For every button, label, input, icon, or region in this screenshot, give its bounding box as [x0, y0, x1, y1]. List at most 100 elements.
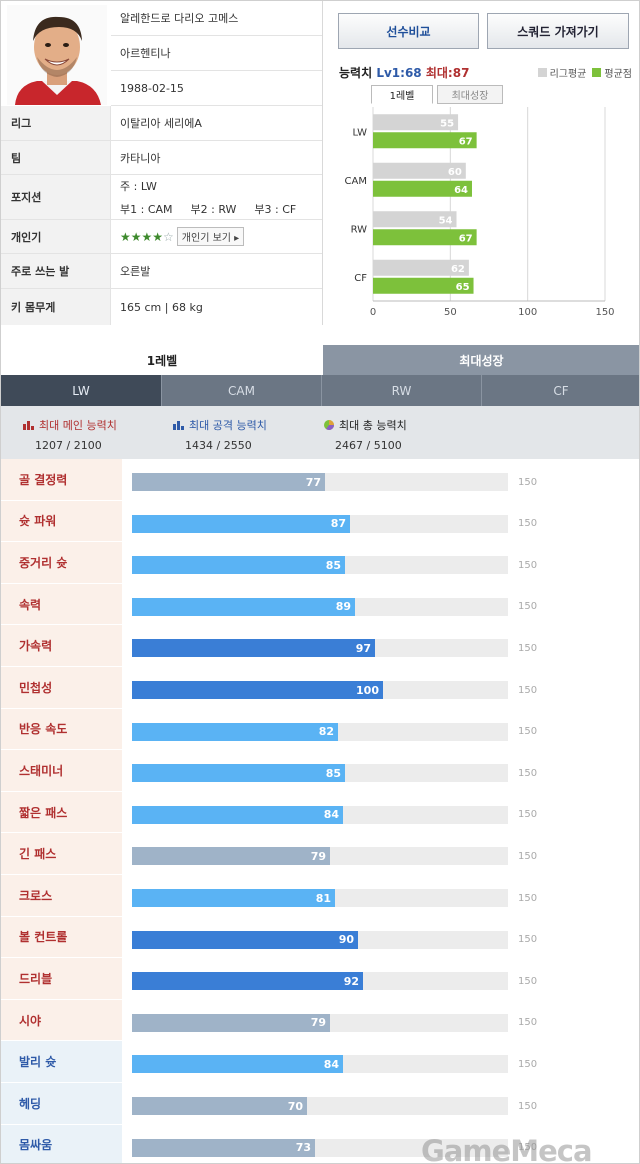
stat-row: 속력 89 150 [1, 583, 639, 626]
stat-value: 92 [343, 974, 359, 988]
max-value: 87 [452, 66, 470, 80]
summary-attack-label: 최대 공격 능력치 [189, 419, 267, 432]
level-tabs: 1레벨 최대성장 [1, 345, 639, 375]
stat-value: 87 [330, 517, 346, 531]
ability-panel: 선수비교 스쿼드 가져가기 능력치 Lv1:68 최대:87 리그평균 평균점 … [322, 1, 639, 325]
personal-stars: ★★★★☆ [120, 230, 174, 244]
league-value: 이탈리아 세리에A [120, 117, 202, 130]
foot-row: 주로 쓰는 발 오른발 [1, 254, 322, 289]
stat-bar: 79 [132, 847, 330, 866]
chart-bar [373, 229, 477, 246]
personal-skill-view-button[interactable]: 개인기 보기 ▸ [176, 227, 245, 246]
stat-bar: 84 [132, 1055, 343, 1074]
stat-row: 볼 컨트롤 90 150 [1, 916, 639, 959]
squad-button[interactable]: 스쿼드 가져가기 [487, 13, 629, 49]
stat-bar: 84 [132, 805, 343, 824]
sub-position-2: 부2 : RW [190, 202, 237, 216]
stat-track: 73 [132, 1138, 508, 1157]
stat-max: 150 [518, 1017, 538, 1029]
stat-max: 150 [518, 601, 538, 613]
team-label: 팀 [1, 141, 111, 174]
personal-skill-row: 개인기 ★★★★☆ 개인기 보기 ▸ [1, 220, 322, 254]
stat-row: 가속력 97 150 [1, 625, 639, 667]
level-tab-1[interactable]: 1레벨 [1, 345, 323, 375]
position-label: 포지션 [1, 175, 111, 219]
stat-value: 90 [338, 933, 354, 947]
stat-value: 81 [315, 891, 331, 905]
mini-tab-level1[interactable]: 1레벨 [371, 85, 433, 104]
lv1-value: 68 [404, 66, 422, 80]
stat-value: 100 [356, 683, 379, 697]
foot-label: 주로 쓰는 발 [1, 254, 111, 288]
player-photo [7, 5, 107, 105]
stat-max: 150 [518, 642, 538, 654]
stat-track: 79 [132, 1013, 508, 1032]
max-label: 최대: [425, 66, 453, 80]
summary-main-value: 1207 / 2100 [35, 439, 102, 452]
league-label: 리그 [1, 106, 111, 140]
stat-max: 150 [518, 684, 538, 696]
stat-value: 85 [325, 558, 341, 572]
stat-track: 70 [132, 1097, 508, 1115]
chart-bar [373, 211, 457, 228]
compare-button[interactable]: 선수비교 [338, 13, 479, 49]
chart-x-tick: 50 [444, 307, 457, 318]
position-value: 주 : LW 부1 : CAM 부2 : RW 부3 : CF [111, 175, 322, 219]
position-tab-cf[interactable]: CF [481, 375, 639, 406]
player-nationality-row: 아르헨티나 [111, 36, 322, 71]
ability-summary: 최대 메인 능력치 1207 / 2100 최대 공격 능력치 1434 / 2… [1, 406, 639, 459]
summary-total: 최대 총 능력치 2467 / 5100 [323, 417, 407, 452]
stat-bar: 100 [132, 681, 383, 699]
player-name-row: 알레한드로 다리오 고메스 [111, 1, 322, 36]
body-row: 키 몸무게 165 cm | 68 kg [1, 289, 322, 325]
stat-row: 스태미너 85 150 [1, 750, 639, 792]
league-row: 리그 이탈리아 세리에A [1, 106, 322, 141]
bar-chart-icon [173, 421, 184, 430]
stat-value: 79 [310, 1016, 326, 1030]
chart-data-label: 67 [459, 233, 473, 244]
stat-track: 97 [132, 639, 508, 658]
chart-bar [373, 132, 477, 149]
mini-tab-max[interactable]: 최대성장 [437, 85, 503, 104]
ability-title: 능력치 Lv1:68 최대:87 [339, 64, 469, 81]
position-tab-rw[interactable]: RW [321, 375, 481, 406]
level-tab-max[interactable]: 최대성장 [323, 345, 639, 375]
chart-x-tick: 0 [370, 307, 376, 318]
stat-max: 150 [518, 767, 538, 779]
main-position: 주 : LW [120, 179, 157, 193]
stat-value: 73 [295, 1141, 311, 1155]
position-tab-lw[interactable]: LW [1, 375, 161, 406]
stat-name: 짧은 패스 [1, 791, 122, 834]
stat-max: 150 [518, 1058, 538, 1070]
stat-name: 볼 컨트롤 [1, 916, 122, 959]
stat-bar: 70 [132, 1097, 307, 1115]
position-tab-cam[interactable]: CAM [161, 375, 321, 406]
chart-x-tick: 150 [595, 307, 614, 318]
chart-data-label: 54 [439, 215, 453, 226]
stat-track: 90 [132, 930, 508, 949]
chart-x-tick: 100 [518, 307, 537, 318]
chart-bar [373, 277, 474, 294]
stat-bar: 81 [132, 889, 335, 907]
stat-max: 150 [518, 975, 538, 987]
player-nationality: 아르헨티나 [120, 47, 171, 60]
stat-value: 89 [335, 600, 351, 614]
stat-name: 골 결정력 [1, 459, 122, 501]
chart-data-label: 67 [459, 136, 473, 147]
chart-data-label: 55 [440, 118, 454, 129]
stat-bar: 87 [132, 514, 350, 533]
stat-row: 민첩성 100 150 [1, 667, 639, 709]
stat-row: 중거리 슛 85 150 [1, 542, 639, 584]
stat-value: 77 [305, 475, 321, 489]
stat-value: 79 [310, 849, 326, 863]
stat-bar: 73 [132, 1138, 315, 1157]
chart-category-label: CF [354, 273, 367, 284]
stat-bar: 77 [132, 473, 325, 491]
player-birth-row: 1988-02-15 [111, 71, 322, 106]
stat-value: 70 [287, 1099, 303, 1113]
team-row: 팀 카타니아 [1, 141, 322, 175]
stat-max: 150 [518, 476, 538, 488]
legend-avg: 평균점 [604, 69, 632, 80]
stat-bar: 90 [132, 930, 358, 949]
